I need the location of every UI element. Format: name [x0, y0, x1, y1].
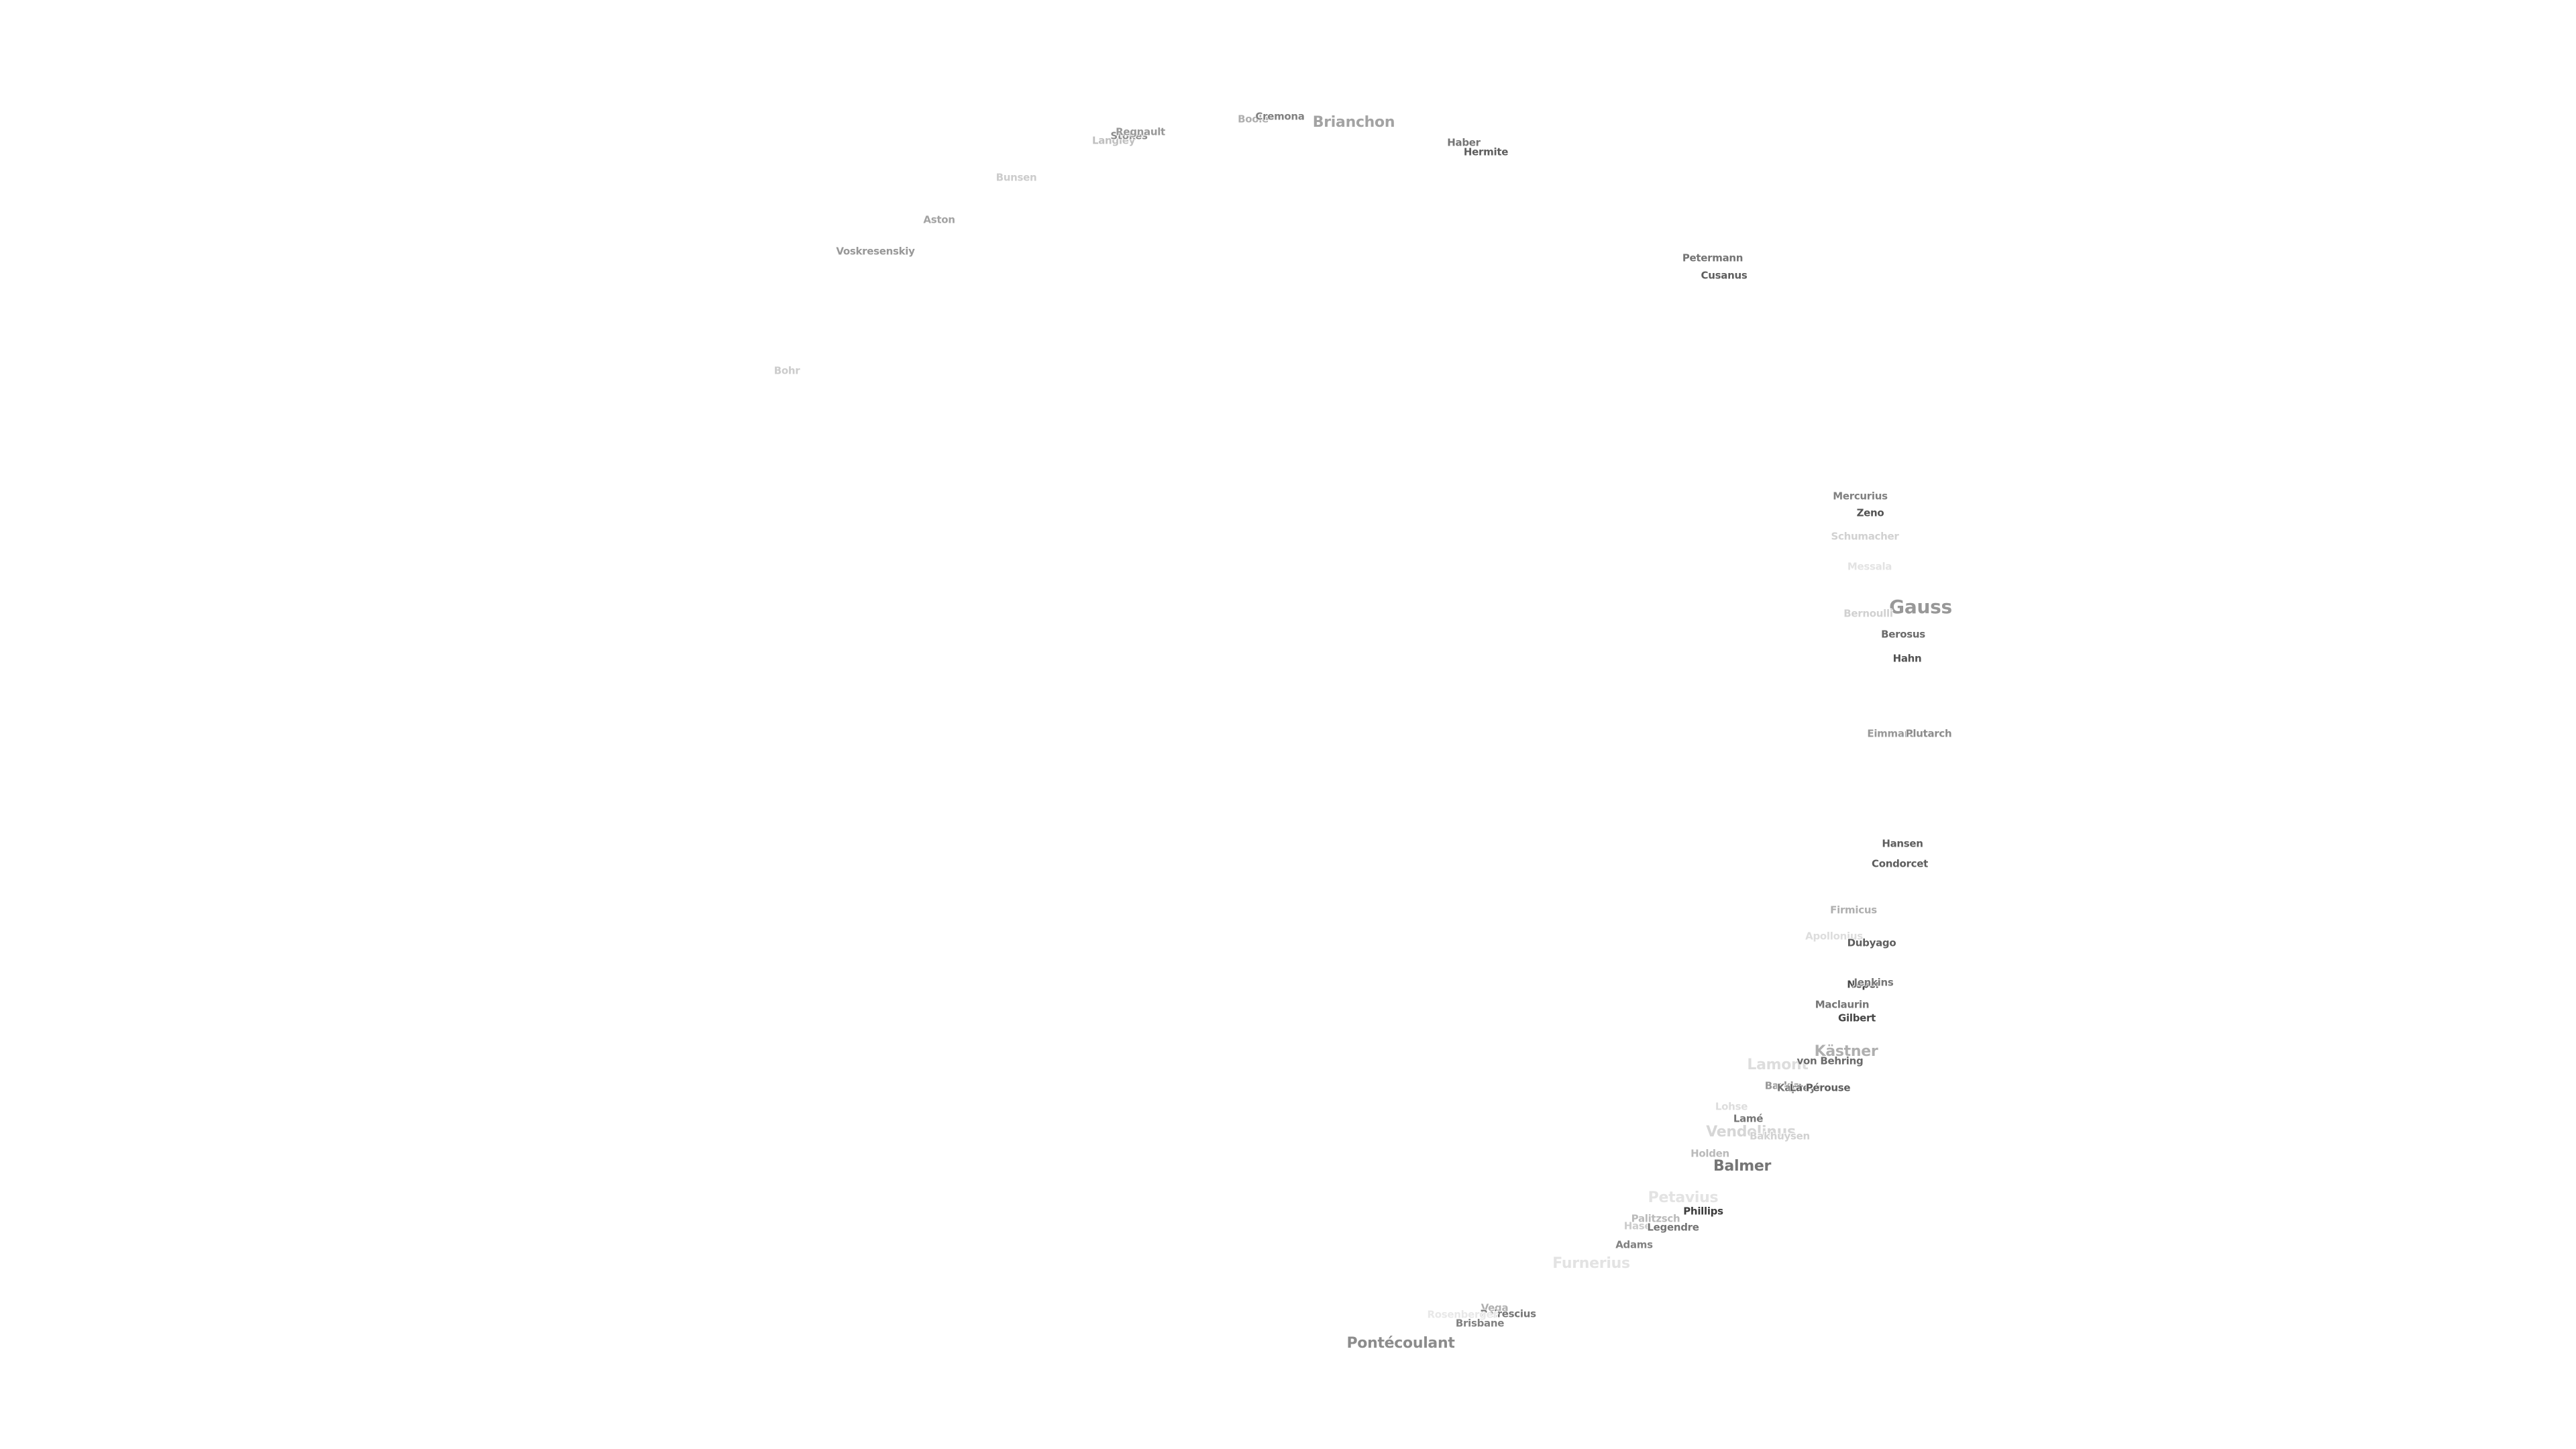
crater-label: Kästner: [1814, 1043, 1878, 1060]
crater-label: Legendre: [1647, 1221, 1699, 1234]
crater-label: Petavius: [1648, 1189, 1719, 1206]
crater-label: Regnault: [1116, 125, 1166, 138]
crater-label: Vosk­resenskiy: [836, 245, 915, 258]
crater-label: Boole: [1238, 113, 1269, 125]
crater-label: Hansen: [1882, 837, 1923, 850]
crater-label: Bunsen: [996, 171, 1037, 184]
crater-label: Brianchon: [1312, 114, 1395, 131]
crater-label: von Behring: [1796, 1055, 1864, 1067]
crater-label: Holden: [1690, 1147, 1730, 1160]
crater-label: Lohse: [1715, 1100, 1748, 1113]
crater-label: Stokes: [1110, 129, 1148, 142]
crater-label: Cusanus: [1701, 269, 1748, 282]
crater-label: Bohr: [773, 364, 800, 377]
crater-label: Peirescius: [1480, 1307, 1536, 1320]
crater-label: Hahn: [1892, 652, 1922, 665]
crater-label: Dubyago: [1847, 936, 1896, 949]
crater-label: Vega: [1481, 1301, 1509, 1314]
crater-label: Pontécoulant: [1346, 1335, 1455, 1352]
crater-label: Plutarch: [1905, 727, 1952, 740]
crater-label: Langley: [1091, 134, 1136, 147]
crater-label: Bakhuysen: [1750, 1130, 1811, 1142]
crater-label: Hase: [1623, 1220, 1652, 1232]
crater-label: Eimmart: [1867, 727, 1914, 740]
crater-label: Vendelinus: [1706, 1124, 1796, 1140]
crater-label: Mercurius: [1833, 490, 1888, 502]
crater-label: Lamont: [1747, 1057, 1809, 1073]
crater-label: Schumacher: [1831, 530, 1899, 543]
crater-label: Balmer: [1713, 1158, 1772, 1175]
crater-label: Palitzsch: [1631, 1212, 1680, 1225]
crater-label: Furnerius: [1552, 1255, 1630, 1272]
crater-label: Haber: [1447, 136, 1481, 149]
crater-label: Aston: [923, 213, 955, 226]
crater-label: Berosus: [1881, 628, 1926, 641]
crater-label: Messala: [1847, 560, 1892, 573]
crater-label: Kapteyn: [1776, 1081, 1823, 1094]
crater-label: Firmicus: [1830, 904, 1878, 916]
crater-label: Adams: [1615, 1238, 1653, 1251]
crater-label: Cremona: [1255, 110, 1305, 123]
crater-label: Bernoulli: [1843, 607, 1893, 620]
crater-label: La Pérouse: [1789, 1081, 1851, 1094]
crater-label: Barkla: [1764, 1079, 1801, 1092]
crater-label: Jenkins: [1854, 976, 1894, 989]
crater-label: Lamé: [1733, 1112, 1764, 1125]
crater-label: Petermann: [1682, 252, 1743, 264]
crater-label: Gauss: [1889, 596, 1953, 618]
crater-label: Brisbane: [1455, 1317, 1505, 1330]
crater-label: Neper: [1847, 978, 1880, 991]
crater-label: Gilbert: [1838, 1012, 1876, 1024]
crater-label: Maclaurin: [1815, 998, 1870, 1011]
crater-label: Hermite: [1463, 146, 1509, 158]
crater-label: Apollonius: [1805, 930, 1864, 943]
crater-label: Zeno: [1856, 506, 1884, 519]
crater-label: Phillips: [1683, 1205, 1723, 1218]
crater-label: Condorcet: [1872, 857, 1929, 870]
crater-label: Rosenberger: [1427, 1308, 1498, 1321]
